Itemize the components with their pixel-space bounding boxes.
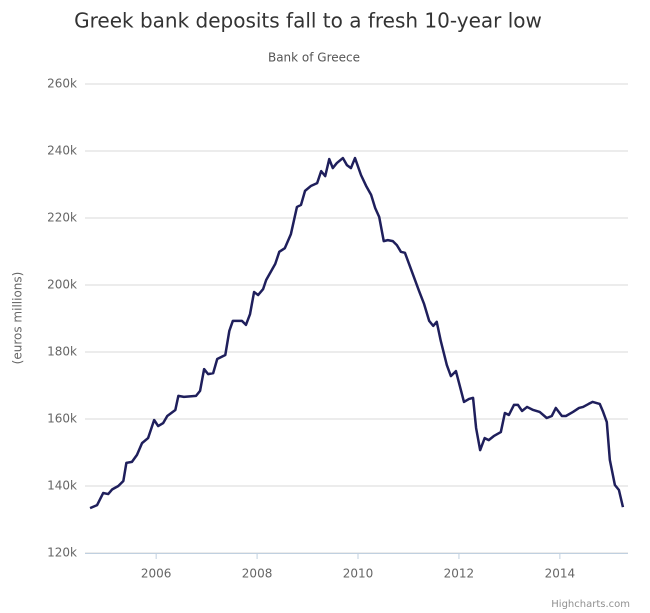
y-tick-label: 140k (47, 479, 77, 493)
chart-title: Greek bank deposits fall to a fresh 10-y… (74, 9, 542, 33)
y-axis-title: (euros millions) (11, 272, 25, 365)
y-tick-label: 240k (47, 144, 77, 158)
credits: Highcharts.com (551, 599, 630, 610)
x-tick-label: 2010 (343, 567, 374, 581)
x-tick-label: 2008 (242, 567, 273, 581)
y-tick-label: 160k (47, 412, 77, 426)
y-tick-label: 220k (47, 211, 77, 225)
y-tick-label: 200k (47, 278, 77, 292)
y-tick-label: 180k (47, 345, 77, 359)
y-tick-label: 120k (47, 546, 77, 560)
x-tick-label: 2006 (141, 567, 172, 581)
line-series (89, 156, 625, 510)
x-tick-label: 2012 (444, 567, 475, 581)
x-tick-label: 2014 (545, 567, 576, 581)
y-tick-label: 260k (47, 77, 77, 91)
chart-subtitle: Bank of Greece (268, 51, 360, 65)
